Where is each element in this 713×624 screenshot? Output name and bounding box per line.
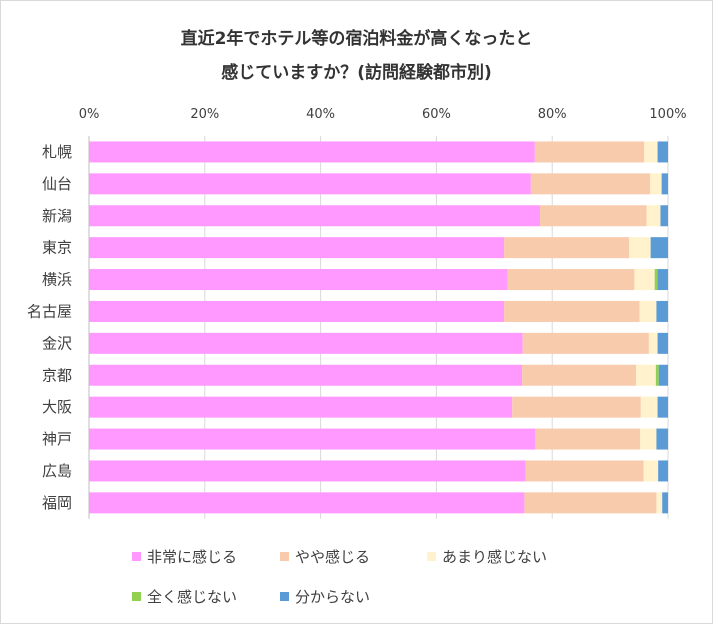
bar-segment (89, 237, 505, 259)
bar-segment (640, 396, 658, 418)
y-category-label: 横浜 (42, 271, 72, 289)
y-category-label: 新潟 (42, 207, 72, 225)
x-tick-label: 80% (538, 107, 567, 122)
y-category-label: 東京 (42, 239, 72, 257)
bar-segment (660, 205, 668, 227)
bar-segment (657, 141, 668, 163)
bar-segment (507, 269, 635, 291)
y-category-label: 神戸 (42, 430, 72, 448)
bar-segment (639, 300, 657, 322)
legend-item: 非常に感じる (132, 546, 237, 567)
legend-swatch (280, 552, 289, 561)
bar-segment (662, 492, 668, 514)
bar-segment (648, 332, 658, 354)
bar-segment (89, 364, 523, 386)
bar-segment (657, 396, 668, 418)
bar-segment (654, 269, 658, 291)
legend-label: やや感じる (295, 548, 371, 566)
bar-segment (636, 364, 656, 386)
bar-segment (640, 428, 657, 450)
bar-segment (522, 364, 637, 386)
bar-segment (657, 332, 668, 354)
bar-segment (650, 237, 668, 259)
legend-label: 全く感じない (147, 588, 238, 606)
y-category-label: 広島 (42, 462, 72, 480)
chart-title-line-2: 感じていますか？(訪問経験都市別) (221, 63, 492, 83)
x-tick-label: 100% (649, 107, 686, 122)
bar-segment (522, 332, 649, 354)
bar-segment (644, 141, 658, 163)
bar-segment (89, 205, 541, 227)
bar-segment (655, 364, 659, 386)
bar-segment (89, 396, 513, 418)
bar-segment (89, 269, 508, 291)
bar-segment (650, 173, 662, 195)
legend-swatch (132, 552, 141, 561)
y-category-label: 名古屋 (27, 302, 72, 320)
y-category-label: 金沢 (42, 334, 72, 352)
bar-segment (512, 396, 641, 418)
bar-segment (540, 205, 647, 227)
bar-segment (504, 300, 640, 322)
bar-segment (634, 269, 655, 291)
bar-segment (658, 364, 668, 386)
legend-item: 全く感じない (132, 586, 237, 607)
legend-label: 非常に感じる (147, 548, 238, 566)
bar-segment (89, 332, 523, 354)
x-tick-label: 20% (190, 107, 219, 122)
legend-swatch (427, 552, 436, 561)
legend-item: 分からない (280, 586, 370, 607)
bar-segment (89, 173, 531, 195)
legend-swatch (280, 592, 289, 601)
legend-item: やや感じる (280, 546, 370, 567)
legend-item: あまり感じない (427, 546, 547, 567)
bar-segment (661, 173, 668, 195)
y-category-label: 京都 (42, 366, 72, 384)
bar-segment (535, 428, 641, 450)
y-category-label: 大阪 (42, 398, 72, 416)
bar-segment (504, 237, 630, 259)
x-tick-label: 60% (422, 107, 451, 122)
bar-segment (89, 460, 526, 482)
bar-segment (89, 492, 525, 514)
bar-segment (89, 300, 505, 322)
legend-swatch (132, 592, 141, 601)
bar-segment (656, 492, 663, 514)
bar-segment (629, 237, 651, 259)
bar-segment (646, 205, 661, 227)
bar-segment (656, 428, 668, 450)
legend-label: 分からない (295, 588, 371, 606)
x-tick-label: 0% (79, 107, 100, 122)
bar-segment (657, 269, 668, 291)
legend-label: あまり感じない (442, 548, 548, 566)
bar-segment (656, 300, 668, 322)
bar-segment (89, 141, 535, 163)
bar-segment (89, 428, 536, 450)
bar-segment (524, 492, 657, 514)
y-category-label: 仙台 (42, 175, 72, 193)
bar-segment (530, 173, 651, 195)
bar-segment (534, 141, 645, 163)
bar-segment (658, 460, 668, 482)
y-category-label: 福岡 (42, 494, 72, 512)
bar-segment (643, 460, 659, 482)
x-tick-label: 40% (306, 107, 335, 122)
bar-segment (525, 460, 644, 482)
chart-title-line-1: 直近2年でホテル等の宿泊料金が高くなったと (180, 29, 533, 49)
y-category-label: 札幌 (42, 143, 72, 161)
